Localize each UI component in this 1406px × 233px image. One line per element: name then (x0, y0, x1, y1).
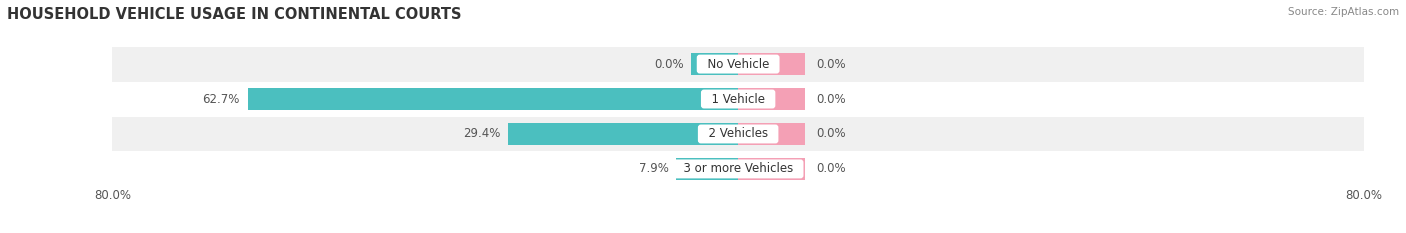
Text: 0.0%: 0.0% (654, 58, 683, 71)
Text: 29.4%: 29.4% (463, 127, 501, 140)
Bar (738, 158, 804, 180)
Bar (738, 53, 804, 75)
Text: No Vehicle: No Vehicle (700, 58, 776, 71)
Bar (112, 47, 1364, 82)
Text: 0.0%: 0.0% (817, 127, 846, 140)
Bar (247, 88, 738, 110)
Text: HOUSEHOLD VEHICLE USAGE IN CONTINENTAL COURTS: HOUSEHOLD VEHICLE USAGE IN CONTINENTAL C… (7, 7, 461, 22)
Text: 2 Vehicles: 2 Vehicles (700, 127, 776, 140)
Text: 0.0%: 0.0% (817, 93, 846, 106)
Bar (112, 151, 1364, 186)
Bar (738, 88, 804, 110)
Bar (692, 53, 738, 75)
Bar (508, 123, 738, 145)
Text: 7.9%: 7.9% (638, 162, 668, 175)
Bar (738, 123, 804, 145)
Text: 0.0%: 0.0% (817, 162, 846, 175)
Text: 3 or more Vehicles: 3 or more Vehicles (676, 162, 800, 175)
Bar (112, 82, 1364, 116)
Text: Source: ZipAtlas.com: Source: ZipAtlas.com (1288, 7, 1399, 17)
Text: 0.0%: 0.0% (817, 58, 846, 71)
Bar (112, 116, 1364, 151)
Text: 1 Vehicle: 1 Vehicle (704, 93, 772, 106)
Text: 62.7%: 62.7% (202, 93, 240, 106)
Bar (676, 158, 738, 180)
